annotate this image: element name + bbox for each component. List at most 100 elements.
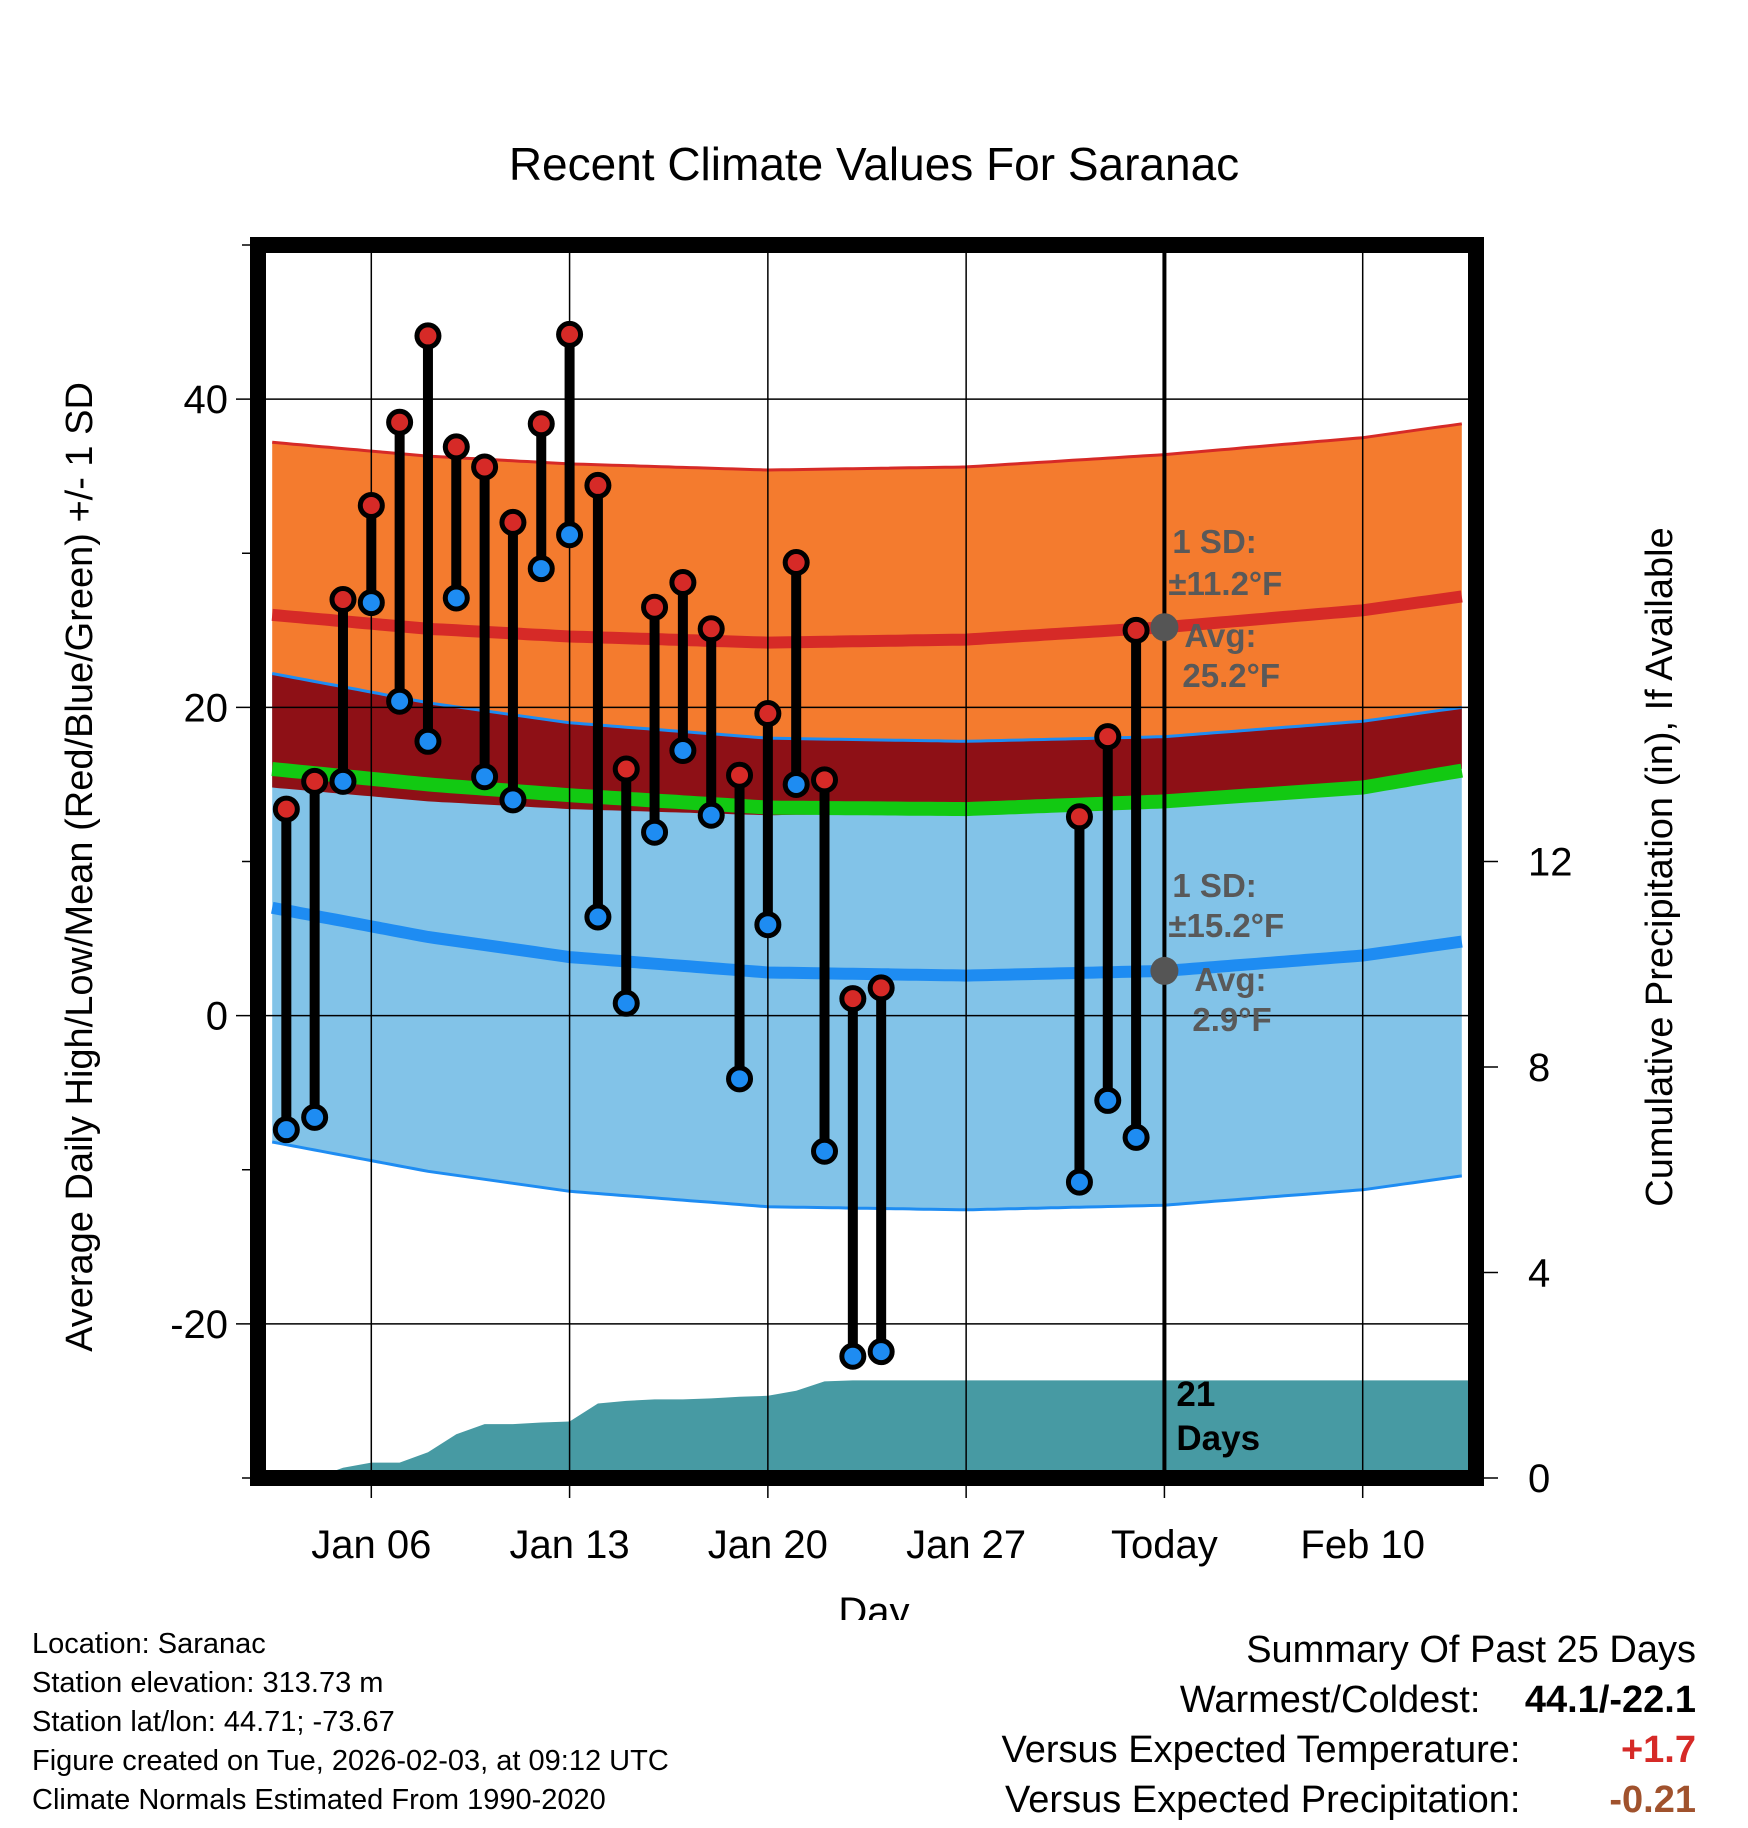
daily-high-point (357, 491, 385, 519)
low-avg-value: 2.9°F (1192, 1001, 1271, 1038)
daily-high-point (329, 585, 357, 613)
daily-low-point (442, 584, 470, 612)
plot-area (258, 245, 1476, 1478)
days-count: 21 (1176, 1375, 1215, 1414)
y2-tick-label: 0 (1528, 1457, 1550, 1501)
daily-high-point (1094, 723, 1122, 751)
y-axis-title: Average Daily High/Low/Mean (Red/Blue/Gr… (59, 382, 101, 1352)
high-avg-value: 25.2°F (1182, 657, 1280, 694)
today-high-normal-marker (1150, 613, 1179, 642)
y-tick-label: -20 (170, 1303, 228, 1347)
temp-value: +1.7 (1620, 1729, 1696, 1771)
daily-low-point (414, 727, 442, 755)
daily-high-point (527, 410, 555, 438)
summary-heading: Summary Of Past 25 Days (1246, 1629, 1696, 1671)
daily-high-point (584, 471, 612, 499)
daily-low-point (754, 911, 782, 939)
low-sd-value: ±15.2°F (1168, 907, 1284, 944)
y-tick-label: 20 (184, 686, 229, 730)
daily-high-point (641, 593, 669, 621)
high-avg-label: Avg: (1184, 617, 1256, 654)
daily-high-point (386, 408, 414, 436)
x-axis-title: Day (838, 1590, 909, 1620)
daily-low-point (811, 1137, 839, 1165)
x-tick-label: Feb 10 (1300, 1523, 1425, 1567)
location-text: Location: Saranac (32, 1628, 266, 1660)
daily-low-point (357, 589, 385, 617)
daily-low-point (726, 1065, 754, 1093)
daily-high-point (612, 755, 640, 783)
daily-low-point (782, 770, 810, 798)
station-info: Location: Saranac Station elevation: 313… (32, 1625, 669, 1820)
daily-low-point (867, 1338, 895, 1366)
normals-text: Climate Normals Estimated From 1990-2020 (32, 1784, 606, 1816)
elevation-text: Station elevation: 313.73 m (32, 1667, 384, 1699)
grid-lines (258, 245, 1476, 1478)
daily-low-point (556, 521, 584, 549)
daily-low-point (301, 1103, 329, 1131)
low-band-upper-edge (271, 672, 1463, 743)
precip-label: Versus Expected Precipitation: (1005, 1779, 1521, 1821)
daily-low-point (839, 1342, 867, 1370)
high-sd-label: 1 SD: (1172, 523, 1256, 560)
normal-mean-line (271, 762, 1463, 817)
precip-area (258, 1380, 1476, 1478)
daily-low-point (612, 989, 640, 1017)
normal-high-line (271, 590, 1463, 649)
latlon-text: Station lat/lon: 44.71; -73.67 (32, 1706, 395, 1738)
low-sd-label: 1 SD: (1172, 867, 1256, 904)
daily-low-point (641, 818, 669, 846)
daily-high-point (556, 320, 584, 348)
daily-high-point (697, 615, 725, 643)
daily-high-point (471, 453, 499, 481)
daily-high-point (867, 974, 895, 1002)
daily-low-point (386, 687, 414, 715)
daily-high-point (272, 795, 300, 823)
low-avg-label: Avg: (1194, 961, 1266, 998)
axes: -20 0 20 40 0 4 8 12 Jan 06 Jan 13 Jan 20 Jan 27 Tod… (170, 244, 1573, 1567)
y2-tick-label: 4 (1528, 1252, 1550, 1296)
daily-low-point (584, 903, 612, 931)
x-tick-label: Today (1111, 1523, 1218, 1567)
y-tick-label: 40 (184, 378, 229, 422)
temp-label: Versus Expected Temperature: (1001, 1729, 1521, 1771)
daily-low-point (527, 555, 555, 583)
daily-low-point (697, 801, 725, 829)
daily-low-point (499, 786, 527, 814)
daily-low-point (272, 1116, 300, 1144)
daily-low-point (1122, 1123, 1150, 1151)
daily-low-point (471, 763, 499, 791)
high-sd-value: ±11.2°F (1168, 565, 1282, 602)
summary-precip-row: Versus Expected Precipitation: -0.21 (1002, 1775, 1696, 1825)
x-tick-label: Jan 06 (311, 1523, 431, 1567)
warmest-label: Warmest/Coldest: (1179, 1679, 1481, 1721)
daily-high-point (442, 433, 470, 461)
daily-high-point (754, 700, 782, 728)
chart-title: Recent Climate Values For Saranac (509, 138, 1239, 190)
x-tick-label: Jan 27 (906, 1523, 1026, 1567)
low-band-lower-edge (271, 1140, 1463, 1212)
daily-high-point (726, 761, 754, 789)
normal-low-line (271, 901, 1463, 982)
x-tick-label: Jan 20 (708, 1523, 828, 1567)
y-tick-label: 0 (206, 995, 228, 1039)
daily-high-point (414, 322, 442, 350)
summary-warmest-row: Warmest/Coldest: 44.1/-22.1 (1002, 1675, 1696, 1725)
created-text: Figure created on Tue, 2026-02-03, at 09… (32, 1745, 669, 1777)
y2-tick-label: 12 (1528, 841, 1573, 885)
daily-high-point (1065, 803, 1093, 831)
daily-high-point (1122, 616, 1150, 644)
daily-high-point (301, 767, 329, 795)
y2-axis-title: Cumulative Precipitation (in), If Availa… (1639, 527, 1681, 1206)
high-band-upper-edge (272, 422, 1463, 472)
y2-tick-label: 8 (1528, 1046, 1550, 1090)
plot-frame (250, 237, 1484, 1486)
days-word: Days (1176, 1419, 1260, 1458)
daily-high-point (782, 548, 810, 576)
daily-low-point (329, 767, 357, 795)
x-tick-label: Jan 13 (510, 1523, 630, 1567)
daily-high-point (669, 569, 697, 597)
daily-high-point (839, 985, 867, 1013)
summary-temp-row: Versus Expected Temperature: +1.7 (1002, 1725, 1696, 1775)
